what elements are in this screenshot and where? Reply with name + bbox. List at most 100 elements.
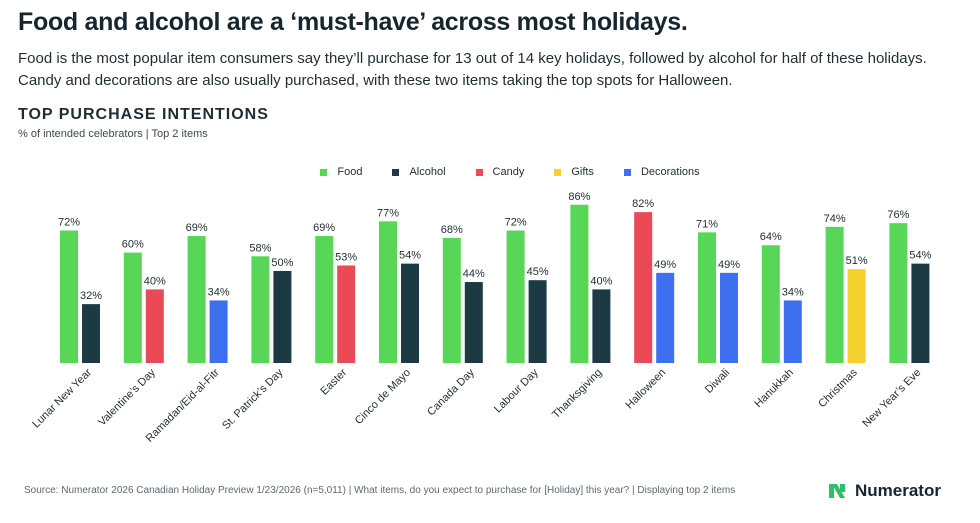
bar-group-christmas: 74% 51% Christmas	[816, 213, 868, 410]
bar-st-patrick-s-day-alcohol	[273, 271, 292, 363]
bar-cinco-de-mayo-alcohol	[401, 263, 419, 363]
bar-canada-day-alcohol	[464, 282, 483, 363]
legend-swatch-food	[320, 168, 328, 176]
legend-swatch-gifts	[554, 168, 562, 176]
bar-group-thanksgiving: 86% 40% Thanksgiving	[550, 191, 612, 421]
data-label-labour-day-alcohol: 45%	[527, 266, 549, 278]
x-tick-label-halloween: Halloween	[624, 367, 669, 412]
x-tick-label-ramadan-eid-al-fitr: Ramadan/Eid-al-Fitr	[144, 366, 222, 444]
x-tick-label-christmas: Christmas	[816, 366, 860, 410]
x-tick-label-cinco-de-mayo: Cinco de Mayo	[353, 367, 413, 427]
data-label-cinco-de-mayo-alcohol: 54%	[399, 250, 421, 262]
bar-hanukkah-food	[761, 245, 780, 363]
bar-hanukkah-decorations	[783, 300, 802, 363]
data-label-st-patrick-s-day-food: 58%	[249, 242, 271, 254]
data-label-valentine-s-day-candy: 40%	[144, 275, 166, 287]
brand-logo: Numerator	[827, 481, 941, 501]
legend-label-food: Food	[337, 166, 363, 178]
data-label-christmas-gifts: 51%	[846, 255, 868, 267]
chart-legend: Food Alcohol Candy Gifts Decorations	[0, 166, 980, 178]
bar-easter-candy	[337, 265, 356, 363]
x-tick-label-valentine-s-day: Valentine’s Day	[96, 366, 158, 428]
bar-group-cinco-de-mayo: 77% 54% Cinco de Mayo	[353, 207, 421, 427]
data-label-halloween-candy: 82%	[632, 198, 654, 210]
legend-label-alcohol: Alcohol	[409, 166, 446, 178]
bar-group-labour-day: 72% 45% Labour Day	[492, 217, 549, 416]
bar-halloween-decorations	[656, 272, 675, 363]
data-label-st-patrick-s-day-alcohol: 50%	[271, 257, 293, 269]
bar-thanksgiving-food	[570, 204, 589, 363]
bar-diwali-food	[698, 232, 716, 363]
bar-group-easter: 69% 53% Easter	[313, 222, 357, 398]
data-label-thanksgiving-alcohol: 40%	[590, 275, 612, 287]
bar-group-canada-day: 68% 44% Canada Day	[425, 224, 485, 418]
legend-swatch-decorations	[623, 168, 631, 176]
x-tick-label-thanksgiving: Thanksgiving	[550, 367, 604, 421]
chart-subtitle: % of intended celebrators | Top 2 items	[18, 128, 208, 140]
data-label-diwali-food: 71%	[696, 218, 718, 230]
bar-chart: 72% 32% Lunar New Year 60% 40% Valentine’s Da…	[30, 191, 931, 445]
data-label-hanukkah-food: 64%	[760, 231, 782, 243]
data-label-diwali-decorations: 49%	[718, 259, 740, 271]
x-tick-label-new-year-s-eve: New Year’s Eve	[860, 367, 923, 430]
bar-labour-day-alcohol	[528, 280, 547, 363]
legend-item-gifts: Gifts	[554, 166, 594, 178]
x-tick-label-diwali: Diwali	[703, 367, 732, 396]
data-label-hanukkah-decorations: 34%	[782, 286, 804, 298]
data-label-thanksgiving-food: 86%	[568, 191, 590, 203]
data-label-christmas-food: 74%	[824, 213, 846, 225]
chart-title: TOP PURCHASE INTENTIONS	[18, 106, 269, 123]
data-label-labour-day-food: 72%	[505, 217, 527, 229]
page-subtitle: Food is the most popular item consumers …	[18, 50, 927, 89]
legend-label-gifts: Gifts	[571, 166, 594, 178]
legend-label-candy: Candy	[492, 166, 525, 178]
x-tick-label-hanukkah: Hanukkah	[752, 367, 796, 411]
data-label-valentine-s-day-food: 60%	[122, 239, 144, 251]
bar-group-valentine-s-day: 60% 40% Valentine’s Day	[96, 239, 166, 429]
legend-item-alcohol: Alcohol	[392, 166, 446, 178]
bar-christmas-gifts	[847, 269, 866, 363]
legend-item-food: Food	[320, 166, 362, 178]
bar-new-year-s-eve-alcohol	[911, 263, 930, 363]
bar-new-year-s-eve-food	[889, 223, 908, 363]
data-label-new-year-s-eve-food: 76%	[887, 209, 909, 221]
bar-valentine-s-day-food	[123, 252, 142, 363]
legend-item-decorations: Decorations	[623, 166, 700, 178]
bar-easter-food	[315, 236, 334, 363]
bar-group-halloween: 82% 49% Halloween	[624, 198, 677, 411]
bar-group-st-patrick-s-day: 58%50% St. Patrick’s Day	[220, 242, 294, 432]
data-label-cinco-de-mayo-food: 77%	[377, 207, 399, 219]
bar-lunar-new-year-alcohol	[82, 304, 100, 363]
data-label-canada-day-alcohol: 44%	[463, 268, 485, 280]
page-headline: Food and alcohol are a ‘must-have’ acros…	[18, 8, 688, 36]
data-label-easter-candy: 53%	[335, 251, 357, 263]
x-tick-label-labour-day: Labour Day	[492, 366, 541, 415]
bar-st-patrick-s-day-food	[251, 256, 270, 363]
source-note: Source: Numerator 2026 Canadian Holiday …	[24, 485, 736, 496]
x-tick-label-easter: Easter	[318, 366, 349, 397]
bar-christmas-food	[825, 226, 844, 363]
bar-canada-day-food	[442, 237, 461, 363]
bar-group-hanukkah: 64% 34% Hanukkah	[752, 231, 804, 410]
bar-group-diwali: 71% 49% Diwali	[696, 218, 740, 396]
bar-group-new-year-s-eve: 76% 54% New Year’s Eve	[860, 209, 931, 430]
x-tick-label-canada-day: Canada Day	[425, 366, 477, 418]
data-label-easter-food: 69%	[313, 222, 335, 234]
brand-name: Numerator	[855, 481, 941, 500]
data-label-halloween-decorations: 49%	[654, 259, 676, 271]
bar-lunar-new-year-food	[60, 230, 78, 363]
bar-halloween-candy	[634, 212, 653, 363]
data-label-lunar-new-year-food: 72%	[58, 217, 80, 229]
bar-ramadan-eid-al-fitr-decorations	[209, 300, 228, 363]
bar-ramadan-eid-al-fitr-food	[187, 236, 206, 363]
legend-swatch-alcohol	[392, 168, 400, 176]
bar-labour-day-food	[506, 230, 525, 363]
bar-group-lunar-new-year: 72% 32% Lunar New Year	[30, 217, 102, 431]
data-label-canada-day-food: 68%	[441, 224, 463, 236]
x-tick-label-lunar-new-year: Lunar New Year	[30, 366, 94, 430]
data-label-lunar-new-year-alcohol: 32%	[80, 290, 102, 302]
data-label-new-year-s-eve-alcohol: 54%	[909, 250, 931, 262]
bar-cinco-de-mayo-food	[379, 221, 397, 363]
legend-item-candy: Candy	[475, 166, 525, 178]
bar-valentine-s-day-candy	[145, 289, 164, 363]
